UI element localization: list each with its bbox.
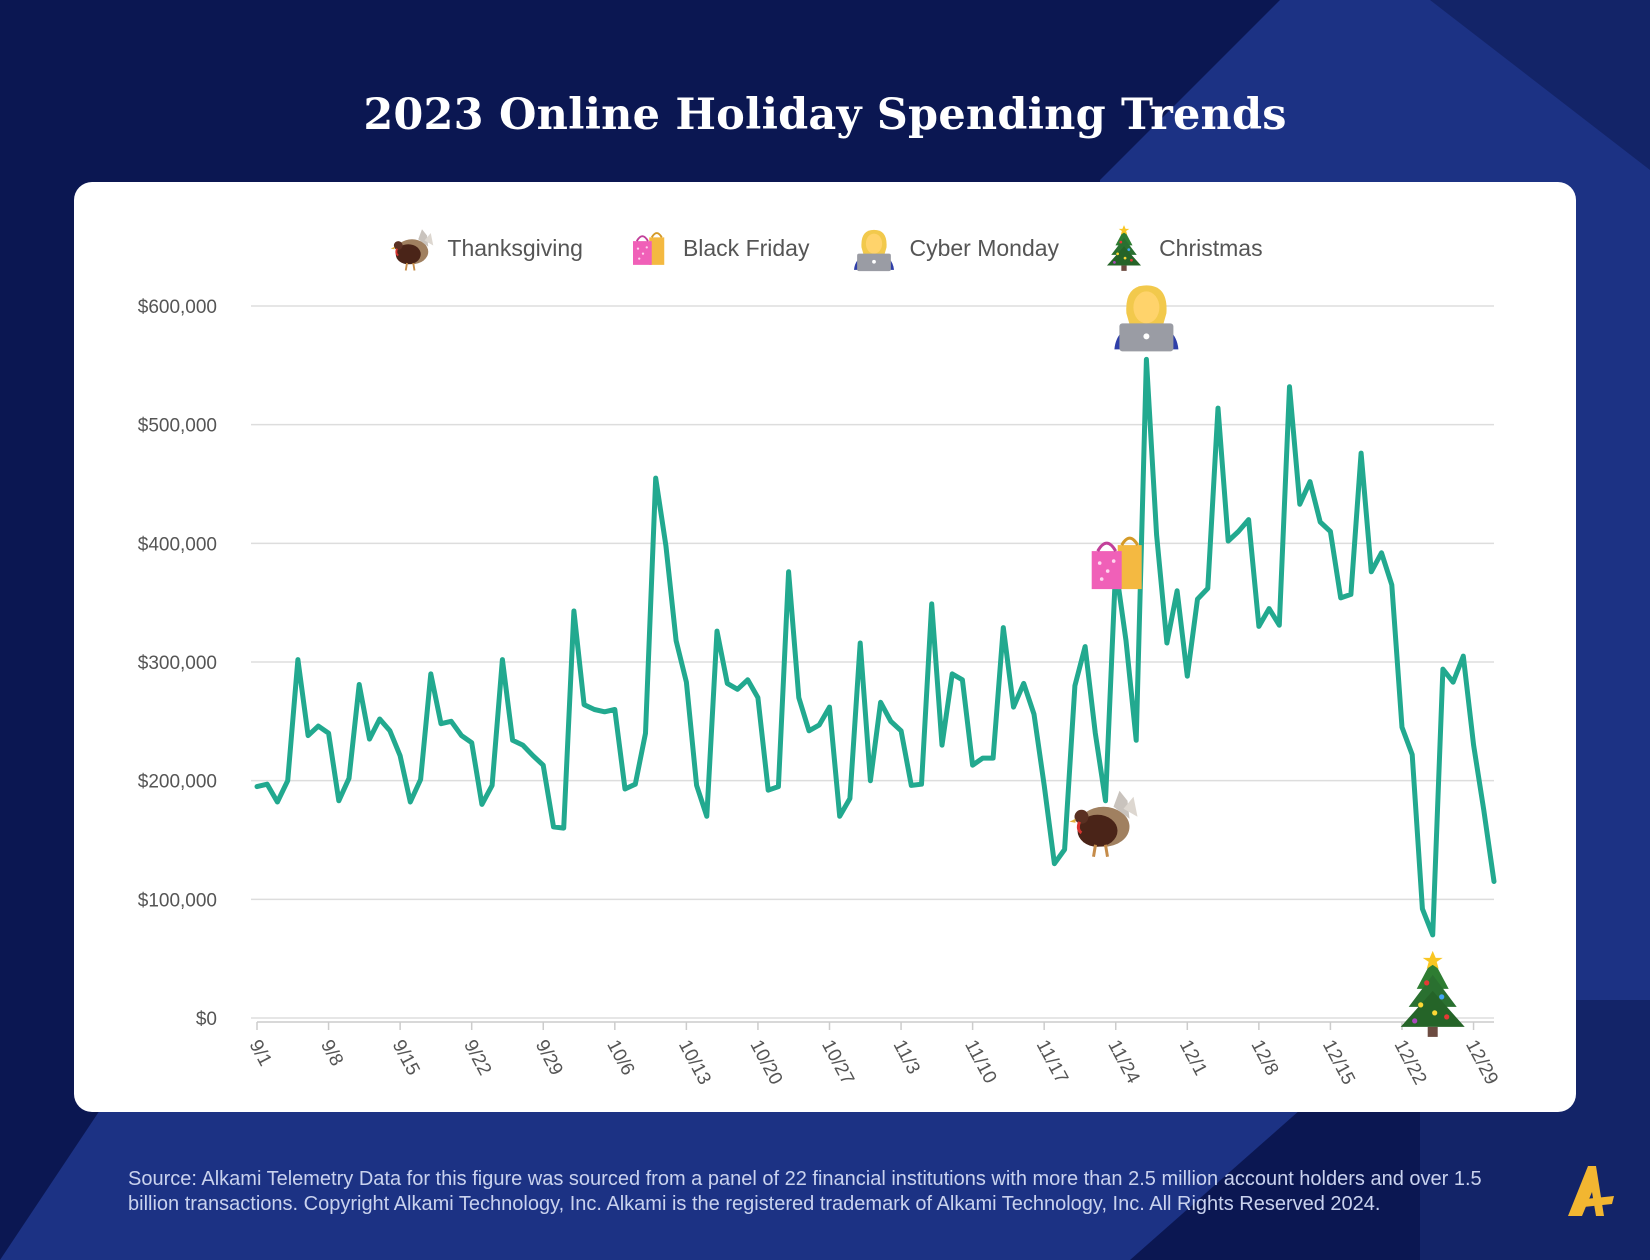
- x-tick-label: 10/6: [602, 1036, 638, 1079]
- woman-laptop-icon: [854, 229, 895, 272]
- legend-label: Cyber Monday: [909, 234, 1060, 261]
- x-tick-label: 11/24: [1103, 1036, 1143, 1087]
- x-tick-label: 9/29: [531, 1036, 567, 1079]
- y-tick-label: $600,000: [138, 297, 217, 318]
- x-tick-label: 11/17: [1032, 1036, 1072, 1087]
- legend-item-christmas: Christmas: [1099, 223, 1263, 273]
- x-tick-label: 12/22: [1390, 1036, 1431, 1088]
- x-tick-label: 9/22: [459, 1036, 495, 1079]
- turkey-icon: [390, 228, 435, 272]
- x-tick-label: 10/13: [674, 1036, 715, 1088]
- alkami-logo: [1568, 1166, 1614, 1216]
- line-chart: $0 $100,000 $200,000 $300,000 $400,000 $500,0…: [138, 285, 1502, 1088]
- spending-series-line: [254, 356, 1497, 938]
- legend-label: Thanksgiving: [447, 234, 583, 261]
- x-tick-label: 10/27: [817, 1036, 858, 1088]
- y-tick-label: $100,000: [138, 890, 217, 911]
- legend-item-cyber-monday: Cyber Monday: [849, 223, 1059, 273]
- chart-card: $0 $100,000 $200,000 $300,000 $400,000 $500,0…: [74, 182, 1576, 1112]
- x-tick-label: 12/8: [1246, 1036, 1282, 1079]
- x-tick-label: 12/1: [1175, 1036, 1211, 1079]
- legend-label: Christmas: [1159, 234, 1263, 261]
- x-tick-label: 12/29: [1461, 1036, 1502, 1088]
- y-tick-label: $500,000: [138, 416, 217, 437]
- x-tick-label: 11/10: [960, 1036, 1000, 1087]
- x-tick-label: 9/8: [316, 1036, 347, 1069]
- shopping-bags-icon: [632, 232, 666, 266]
- legend-label: Black Friday: [682, 234, 810, 261]
- y-tick-label: $400,000: [138, 534, 217, 555]
- shopping-bags-icon: [1090, 536, 1144, 591]
- x-tick-label: 9/15: [388, 1036, 424, 1079]
- x-tick-label: 9/1: [245, 1036, 276, 1069]
- x-tick-label: 12/15: [1318, 1036, 1359, 1088]
- legend-item-thanksgiving: Thanksgiving: [387, 223, 583, 273]
- y-tick-label: $200,000: [138, 772, 217, 793]
- christmas-tree-icon: [1107, 225, 1142, 271]
- legend-item-black-friday: Black Friday: [623, 223, 810, 273]
- source-note: Source: Alkami Telemetry Data for this f…: [128, 1168, 1482, 1215]
- christmas-tree-icon: [1400, 950, 1465, 1037]
- y-tick-label: $0: [196, 1009, 217, 1030]
- chart-legend: Thanksgiving Black Friday Cyber Monday C…: [74, 218, 1576, 278]
- x-tick-label: 10/20: [746, 1036, 787, 1088]
- page-title: 2023 Online Holiday Spending Trends: [363, 90, 1287, 140]
- woman-laptop-icon: [1114, 285, 1179, 352]
- y-tick-label: $300,000: [138, 653, 217, 674]
- x-tick-label: 11/3: [889, 1036, 924, 1077]
